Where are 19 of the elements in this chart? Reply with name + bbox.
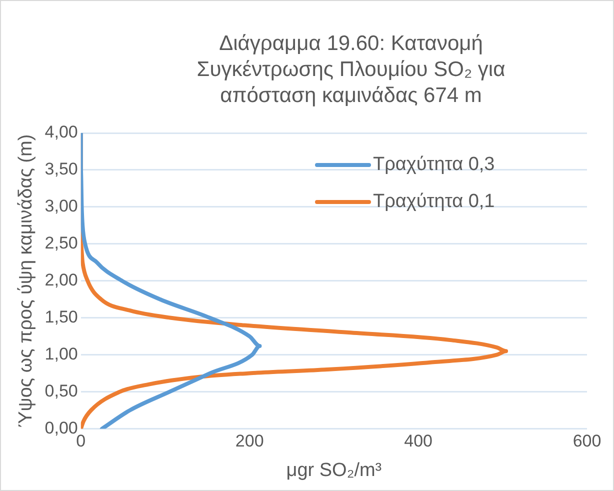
y-tick-label: 0,50 xyxy=(44,382,78,401)
y-axis-title: Ύψος ως προς ύψη καμινάδας (m) xyxy=(16,134,37,428)
legend-label: Τραχύτητα 0,3 xyxy=(373,154,495,176)
x-tick-label: 400 xyxy=(404,432,432,451)
y-tick-label: 3,00 xyxy=(44,196,78,216)
y-tick-label: 1,50 xyxy=(44,308,78,327)
y-tick-label: 3,50 xyxy=(44,160,78,179)
y-tick-label: 4,00 xyxy=(44,122,78,142)
x-axis-title: μgr SO₂/m³ xyxy=(286,460,382,481)
x-tick-label: 600 xyxy=(572,432,602,451)
x-tick-label: 0 xyxy=(76,432,86,451)
line-series xyxy=(80,133,262,429)
y-tick-label: 1,00 xyxy=(44,344,78,364)
chart-title: Διάγραμμα 19.60: Κατανομή Συγκέντρωσης Πλουμίου SO₂ για απόσταση καμινάδας 674 m xyxy=(196,31,506,109)
y-tick-label: 2,50 xyxy=(44,234,78,253)
legend-label: Τραχύτητα 0,1 xyxy=(373,191,495,212)
y-tick-label: 2,00 xyxy=(44,270,78,290)
x-tick-label: 200 xyxy=(235,432,264,451)
y-tick-label: 0,00 xyxy=(44,418,78,438)
